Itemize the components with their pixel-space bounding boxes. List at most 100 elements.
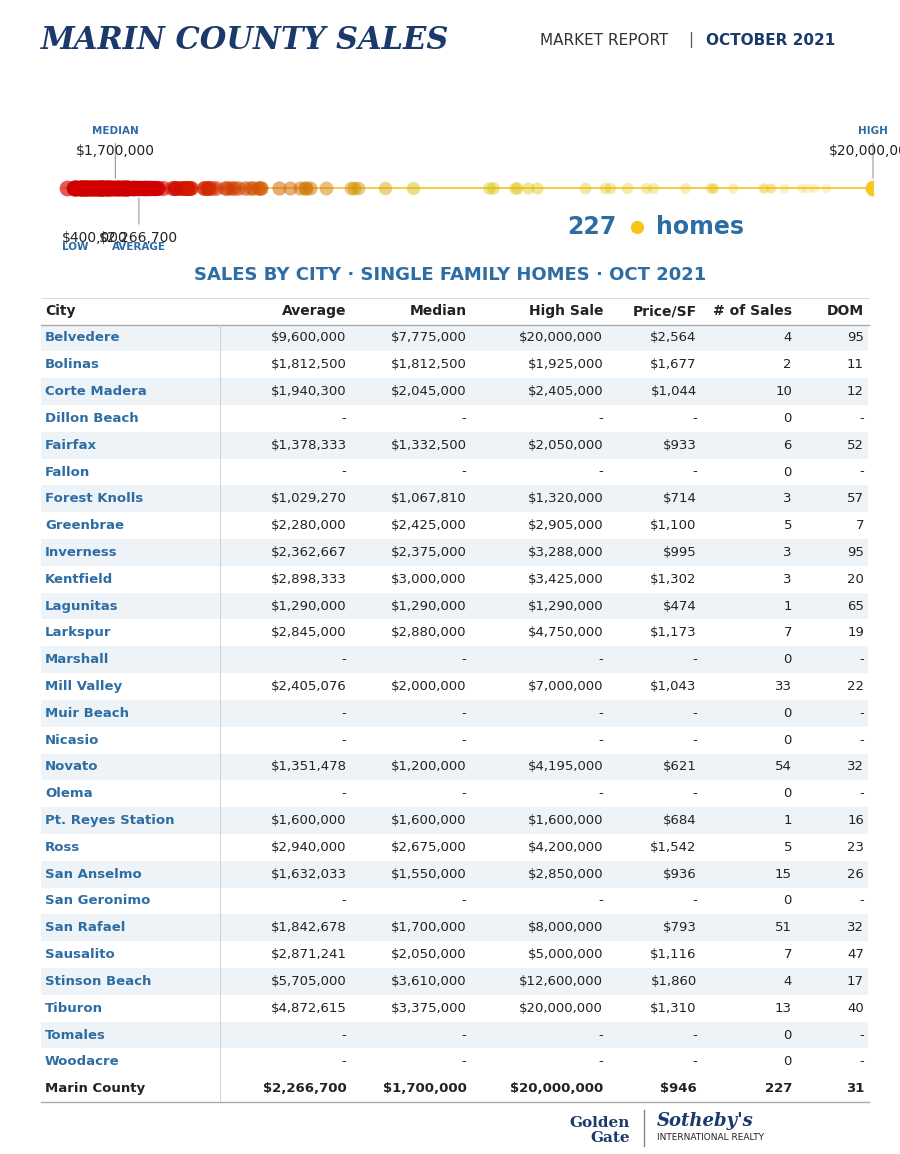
Point bbox=[253, 179, 267, 197]
Point bbox=[111, 179, 125, 197]
Text: $946: $946 bbox=[660, 1082, 697, 1095]
Text: -: - bbox=[462, 787, 466, 800]
Point bbox=[678, 179, 692, 197]
Point bbox=[112, 179, 126, 197]
Text: Mill Valley: Mill Valley bbox=[45, 680, 122, 694]
Text: $4,872,615: $4,872,615 bbox=[271, 1002, 346, 1014]
Text: Belvedere: Belvedere bbox=[45, 331, 121, 344]
Text: 3: 3 bbox=[784, 493, 792, 505]
Point bbox=[79, 179, 94, 197]
Text: Marshall: Marshall bbox=[45, 653, 110, 666]
Text: -: - bbox=[342, 465, 346, 479]
Point bbox=[151, 179, 166, 197]
Text: $4,195,000: $4,195,000 bbox=[527, 760, 603, 773]
Text: $1,600,000: $1,600,000 bbox=[527, 814, 603, 827]
Point bbox=[346, 179, 361, 197]
Point bbox=[181, 179, 195, 197]
Point bbox=[99, 179, 113, 197]
Text: Fairfax: Fairfax bbox=[45, 439, 97, 451]
Point bbox=[170, 179, 184, 197]
Point bbox=[183, 179, 197, 197]
Point bbox=[128, 179, 142, 197]
Point bbox=[238, 179, 252, 197]
Text: 33: 33 bbox=[775, 680, 792, 694]
Point bbox=[139, 179, 153, 197]
Text: $2,871,241: $2,871,241 bbox=[271, 949, 346, 961]
Point bbox=[344, 179, 358, 197]
Text: Forest Knolls: Forest Knolls bbox=[45, 493, 143, 505]
Point bbox=[167, 179, 182, 197]
Point bbox=[115, 179, 130, 197]
Point bbox=[83, 179, 97, 197]
Text: |: | bbox=[688, 32, 694, 48]
Text: -: - bbox=[860, 787, 864, 800]
Text: $7,775,000: $7,775,000 bbox=[391, 331, 466, 344]
Text: -: - bbox=[860, 734, 864, 747]
Point bbox=[598, 179, 612, 197]
Text: Muir Beach: Muir Beach bbox=[45, 706, 129, 720]
Text: -: - bbox=[692, 412, 697, 425]
Text: OCTOBER 2021: OCTOBER 2021 bbox=[706, 33, 836, 47]
Text: Sotheby's: Sotheby's bbox=[657, 1111, 754, 1130]
Point bbox=[148, 179, 163, 197]
Point bbox=[94, 179, 109, 197]
Point bbox=[97, 179, 112, 197]
Text: $12,600,000: $12,600,000 bbox=[519, 975, 603, 988]
Text: Price/SF: Price/SF bbox=[633, 305, 697, 319]
Text: $714: $714 bbox=[663, 493, 697, 505]
Text: -: - bbox=[860, 465, 864, 479]
Text: MARKET REPORT: MARKET REPORT bbox=[540, 33, 669, 47]
Point bbox=[196, 179, 211, 197]
Point bbox=[94, 179, 108, 197]
Point bbox=[578, 179, 592, 197]
Text: $3,375,000: $3,375,000 bbox=[391, 1002, 466, 1014]
Text: 3: 3 bbox=[784, 546, 792, 559]
Text: $933: $933 bbox=[663, 439, 697, 451]
Text: Stinson Beach: Stinson Beach bbox=[45, 975, 151, 988]
Point bbox=[98, 179, 112, 197]
Text: -: - bbox=[692, 1028, 697, 1042]
Point bbox=[204, 179, 219, 197]
Text: 95: 95 bbox=[847, 331, 864, 344]
Point bbox=[103, 179, 117, 197]
Point bbox=[603, 179, 617, 197]
Text: San Geronimo: San Geronimo bbox=[45, 894, 150, 907]
Point bbox=[179, 179, 194, 197]
Text: $684: $684 bbox=[663, 814, 697, 827]
Point bbox=[254, 179, 268, 197]
Point bbox=[140, 179, 154, 197]
Point bbox=[218, 179, 232, 197]
Text: -: - bbox=[598, 734, 603, 747]
Text: 0: 0 bbox=[784, 787, 792, 800]
Point bbox=[94, 179, 108, 197]
Text: City: City bbox=[45, 305, 76, 319]
Text: $2,375,000: $2,375,000 bbox=[391, 546, 466, 559]
Text: $2,050,000: $2,050,000 bbox=[391, 949, 466, 961]
Point bbox=[122, 179, 136, 197]
Text: 26: 26 bbox=[847, 868, 864, 881]
Point bbox=[130, 179, 145, 197]
Text: 13: 13 bbox=[775, 1002, 792, 1014]
Text: $400,000: $400,000 bbox=[61, 231, 127, 245]
Text: -: - bbox=[860, 706, 864, 720]
Point bbox=[132, 179, 147, 197]
Text: $1,842,678: $1,842,678 bbox=[271, 921, 346, 935]
Point bbox=[127, 179, 141, 197]
Text: $2,940,000: $2,940,000 bbox=[271, 841, 346, 854]
Point bbox=[87, 179, 102, 197]
Text: Pt. Reyes Station: Pt. Reyes Station bbox=[45, 814, 175, 827]
Text: Nicasio: Nicasio bbox=[45, 734, 99, 747]
Point bbox=[116, 179, 130, 197]
Text: Olema: Olema bbox=[45, 787, 93, 800]
Point bbox=[117, 179, 131, 197]
Point bbox=[67, 179, 81, 197]
Point bbox=[283, 179, 297, 197]
Point bbox=[114, 179, 129, 197]
Text: 17: 17 bbox=[847, 975, 864, 988]
Point bbox=[90, 179, 104, 197]
Point bbox=[167, 179, 182, 197]
Text: $2,045,000: $2,045,000 bbox=[391, 385, 466, 398]
Point bbox=[81, 179, 95, 197]
Point bbox=[90, 179, 104, 197]
Point bbox=[85, 179, 99, 197]
